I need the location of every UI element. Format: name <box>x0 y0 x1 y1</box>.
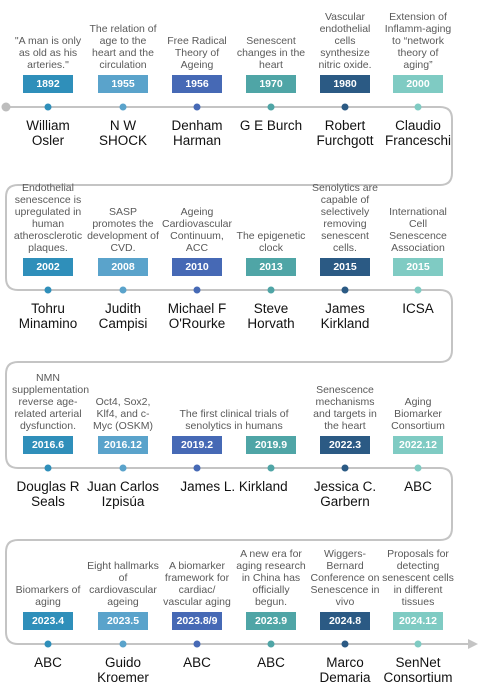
event-description: Proposals for detecting senescent cells … <box>382 548 454 608</box>
event-name: Douglas R Seals <box>16 479 80 509</box>
event-description: Oct4, Sox2, Klf4, and c-Myc (OSKM) <box>92 396 154 432</box>
event-description: Biomarkers of aging <box>15 584 81 608</box>
event-year: 2015 <box>320 258 370 276</box>
event-name: Claudio Franceschi <box>384 118 452 148</box>
event-dot <box>193 286 201 294</box>
event-description: NMN supplementation reverse age-related … <box>12 372 90 432</box>
event-description: Eight hallmarks of cardiovascular ageing <box>87 560 159 608</box>
event-dot <box>44 464 52 472</box>
event-year: 2019.9 <box>246 436 296 454</box>
event-year: 2000 <box>393 75 443 93</box>
event-year: 2010 <box>172 258 222 276</box>
event-year: 1980 <box>320 75 370 93</box>
event-year: 1955 <box>98 75 148 93</box>
event-description: "A man is only as old as his arteries." <box>14 35 82 71</box>
event-dot <box>267 103 275 111</box>
event-description: Vascular endothelial cells synthesize ni… <box>318 11 372 71</box>
event-name: SenNet Consortium <box>383 655 453 685</box>
event-description: Senescence mechanisms and targets in the… <box>313 384 377 432</box>
event-year: 1970 <box>246 75 296 93</box>
event-name: Tohru Minamino <box>18 301 78 331</box>
track-arrow <box>468 639 478 649</box>
span-name: James L. Kirkland <box>180 479 288 494</box>
track-line <box>5 106 468 645</box>
event-dot <box>341 103 349 111</box>
event-dot <box>119 103 127 111</box>
event-dot <box>44 640 52 648</box>
event-dot <box>44 286 52 294</box>
event-name: William Osler <box>26 118 70 148</box>
event-name: ABC <box>34 655 62 670</box>
track-start <box>1 102 11 112</box>
event-description: Wiggers-Bernard Conference on Senescence… <box>310 548 380 608</box>
event-year: 2015 <box>393 258 443 276</box>
event-name: Steve Horvath <box>247 301 295 331</box>
event-dot <box>414 103 422 111</box>
event-dot <box>267 640 275 648</box>
event-year: 2024.8 <box>320 612 370 630</box>
event-dot <box>414 286 422 294</box>
event-description: A biomarker framework for cardiac/ vascu… <box>163 560 231 608</box>
event-description: The relation of age to the heart and the… <box>89 23 157 71</box>
event-year: 2016.12 <box>98 436 148 454</box>
event-year: 2022.12 <box>393 436 443 454</box>
event-year: 2008 <box>98 258 148 276</box>
event-year: 2002 <box>23 258 73 276</box>
event-name: Jessica C. Garbern <box>313 479 377 509</box>
event-name: Robert Furchgott <box>316 118 374 148</box>
event-dot <box>341 464 349 472</box>
event-dot <box>44 103 52 111</box>
event-name: ABC <box>404 479 432 494</box>
event-name: Michael F O'Rourke <box>167 301 227 331</box>
event-name: Judith Campisi <box>98 301 148 331</box>
event-dot <box>414 640 422 648</box>
event-description: The epigenetic clock <box>236 230 306 254</box>
event-name: N W SHOCK <box>98 118 147 148</box>
event-dot <box>119 286 127 294</box>
event-year: 2022.3 <box>320 436 370 454</box>
event-year: 2016.6 <box>23 436 73 454</box>
event-year: 1956 <box>172 75 222 93</box>
event-name: Juan Carlos Izpisúa <box>86 479 160 509</box>
event-description: SASP promotes the development of CVD. <box>87 206 159 254</box>
event-description: Aging Biomarker Consortium <box>391 396 445 432</box>
event-year: 2013 <box>246 258 296 276</box>
event-description: Endothelial senescence is upregulated in… <box>13 182 83 254</box>
event-name: G E Burch <box>239 118 303 133</box>
event-description: Senescent changes in the heart <box>236 35 306 71</box>
event-dot <box>193 464 201 472</box>
event-name: Guido Kroemer <box>97 655 149 685</box>
event-dot <box>193 640 201 648</box>
event-name: ABC <box>183 655 211 670</box>
event-year: 2023.8/9 <box>172 612 222 630</box>
event-year: 2023.9 <box>246 612 296 630</box>
event-name: ABC <box>257 655 285 670</box>
event-name: Denham Harman <box>171 118 223 148</box>
event-dot <box>267 286 275 294</box>
event-description: Senolytics are capable of selectively re… <box>312 182 378 254</box>
event-description: Ageing Cardiovascular Continuum, ACC <box>161 206 233 254</box>
event-description: A new era for aging research in China ha… <box>236 548 306 608</box>
event-description: Free Radical Theory of Ageing <box>167 35 227 71</box>
event-dot <box>119 464 127 472</box>
event-dot <box>119 640 127 648</box>
event-dot <box>193 103 201 111</box>
event-dot <box>267 464 275 472</box>
event-name: Marco Demaria <box>319 655 371 685</box>
event-description: Extension of Inflamm-aging to “network t… <box>384 11 452 71</box>
event-dot <box>414 464 422 472</box>
event-year: 1892 <box>23 75 73 93</box>
span-description: The first clinical trials of senolytics … <box>179 408 289 432</box>
event-year: 2019.2 <box>172 436 222 454</box>
event-name: ICSA <box>402 301 434 316</box>
event-dot <box>341 640 349 648</box>
event-year: 2023.4 <box>23 612 73 630</box>
event-year: 2023.5 <box>98 612 148 630</box>
event-name: James Kirkland <box>320 301 370 331</box>
event-description: International Cell Senescence Associatio… <box>389 206 447 254</box>
event-dot <box>341 286 349 294</box>
event-year: 2024.12 <box>393 612 443 630</box>
